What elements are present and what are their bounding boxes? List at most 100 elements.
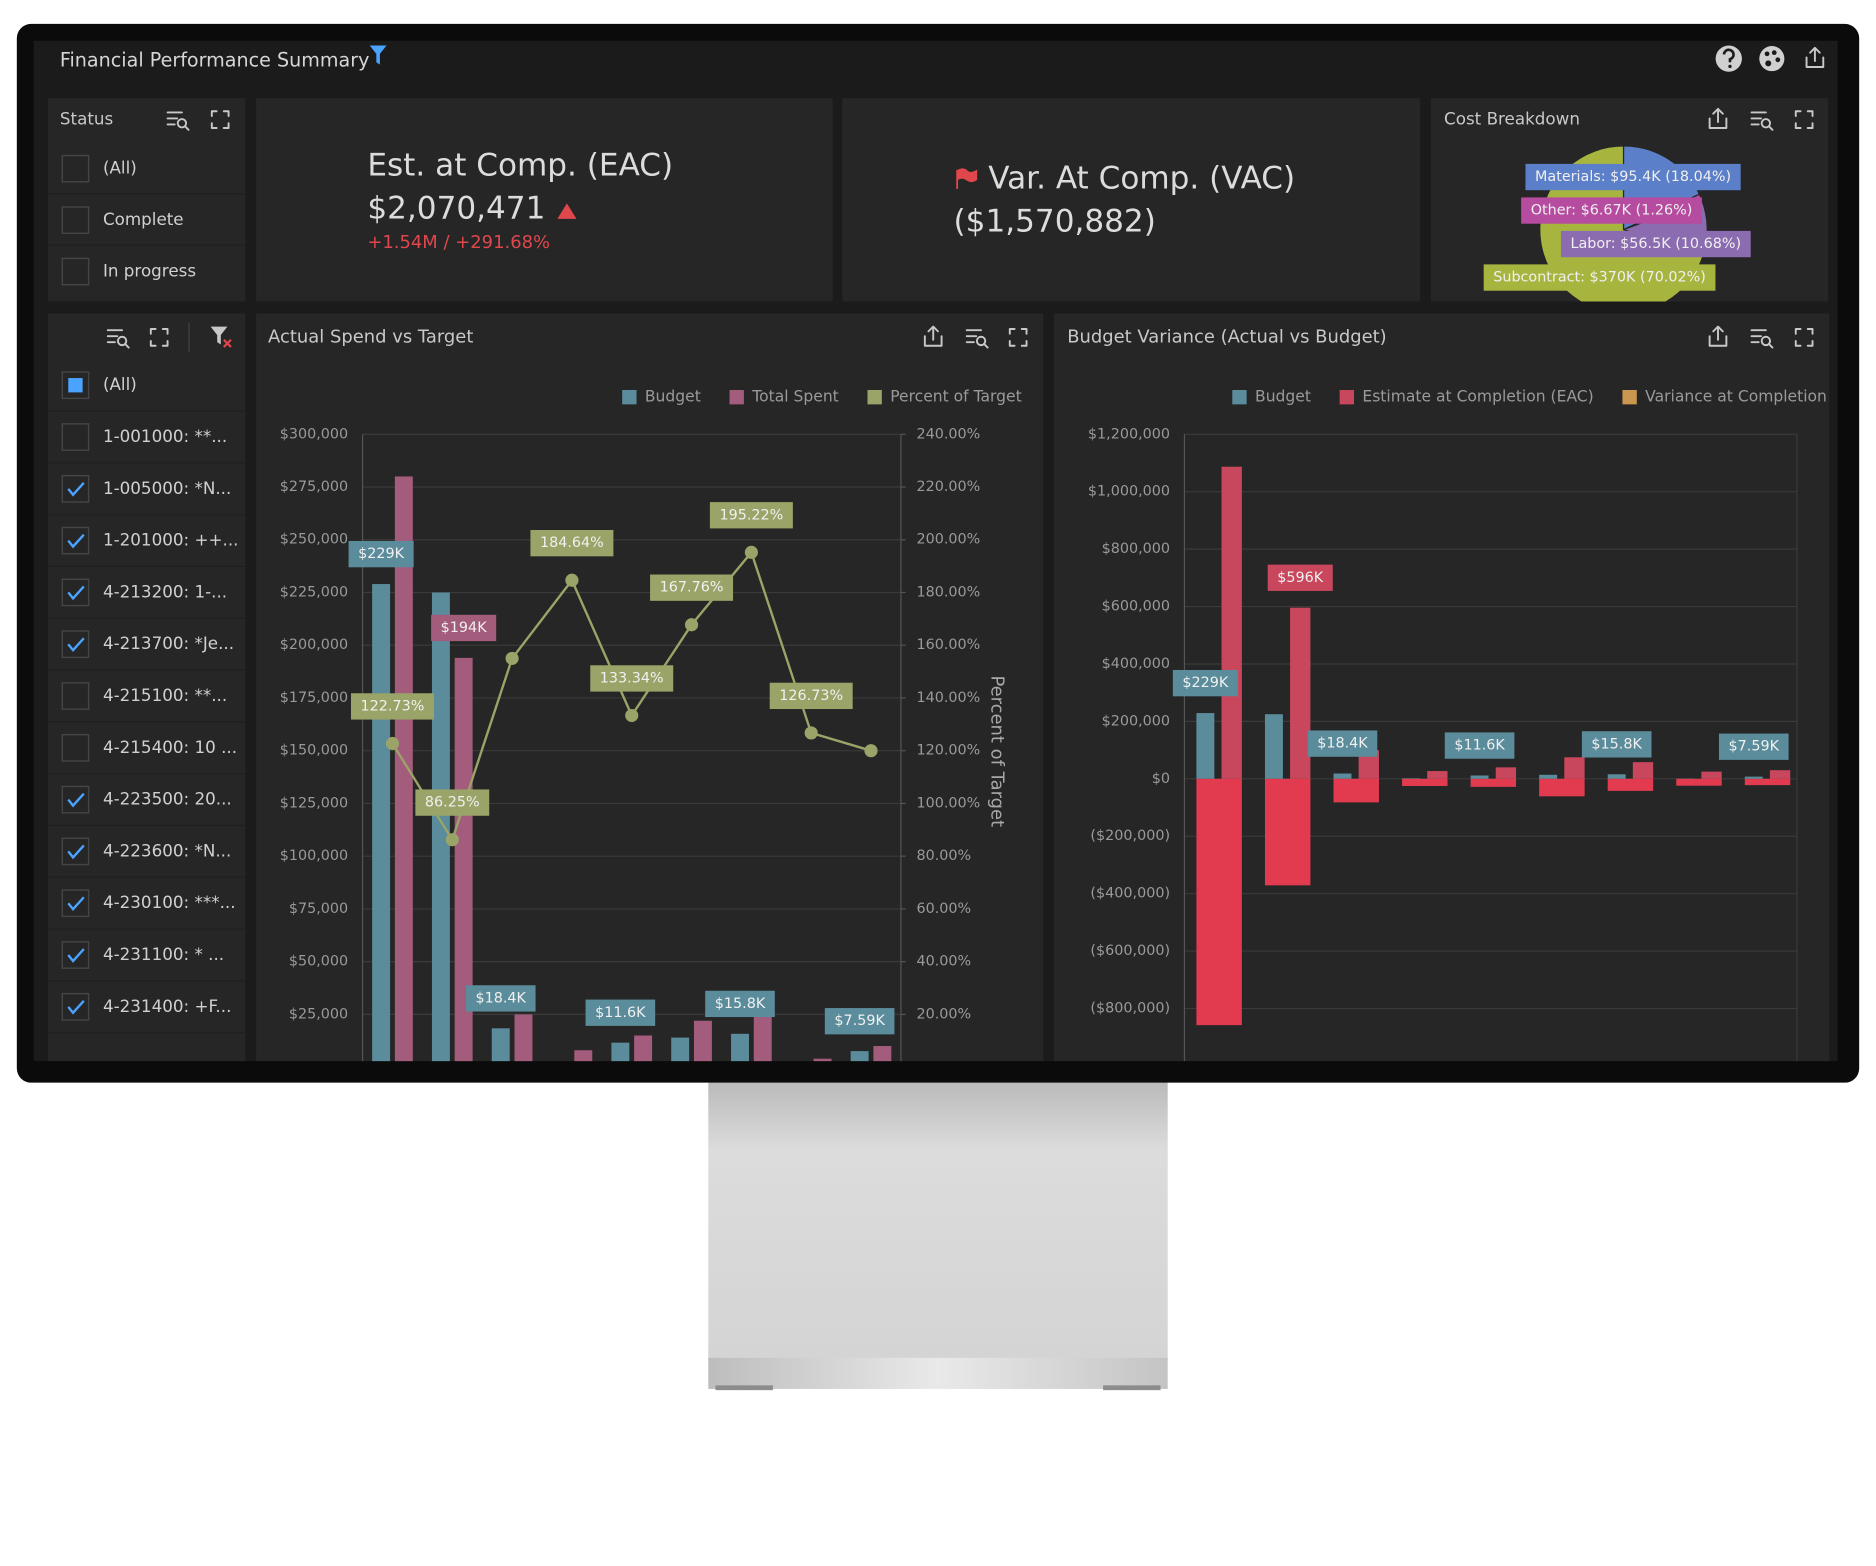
data-label-box [1307,730,1378,757]
legend-swatch[interactable] [1622,390,1637,405]
bar[interactable] [372,584,391,1067]
bar[interactable] [514,1014,533,1067]
bar[interactable] [1196,778,1242,1026]
filter-option[interactable]: 4-215100: **... [103,685,227,705]
bar[interactable] [491,1028,510,1067]
filter-option[interactable]: 1-201000: ++... [103,530,239,550]
bar[interactable] [1264,778,1311,886]
bar[interactable] [1402,778,1421,779]
checkbox[interactable] [61,257,90,286]
bar[interactable] [753,1014,772,1067]
legend-label[interactable]: Budget [1255,388,1311,406]
filter-option[interactable]: 4-213200: 1-... [103,581,227,601]
filter-option[interactable]: In progress [103,261,196,281]
checkbox[interactable] [61,206,90,235]
help-button[interactable] [1715,45,1742,72]
bar[interactable] [1196,713,1215,779]
bar[interactable] [1607,778,1654,791]
line-point[interactable] [864,744,878,758]
bar[interactable] [1427,771,1448,779]
line-point[interactable] [625,708,639,723]
legend-swatch[interactable] [1232,390,1247,405]
filter-option[interactable]: 4-213700: *Je... [103,633,234,653]
bar[interactable] [1333,773,1352,779]
bar[interactable] [394,476,413,1067]
checkbox[interactable] [61,578,90,607]
line-point[interactable] [565,573,579,587]
checkbox[interactable] [61,371,90,400]
legend-swatch[interactable] [622,390,637,405]
bar[interactable] [454,657,473,1067]
line-point[interactable] [684,618,699,632]
checkbox[interactable] [61,837,90,866]
filter-indicator[interactable] [369,45,387,65]
bar[interactable] [693,1020,712,1067]
checkbox[interactable] [61,526,90,555]
bar[interactable] [611,1042,630,1067]
bar[interactable] [1495,767,1517,779]
clear-filter-button[interactable] [210,326,232,348]
bar[interactable] [1470,775,1489,779]
filter-option[interactable]: (All) [103,374,137,394]
line-point[interactable] [445,833,459,847]
checkbox[interactable] [61,889,90,918]
bar[interactable] [1539,778,1585,797]
line-point[interactable] [804,726,818,740]
legend-swatch[interactable] [729,390,744,405]
filter-option[interactable]: 4-223500: 20... [103,789,232,809]
filter-option[interactable]: 4-230100: ***... [103,892,236,912]
bar[interactable] [731,1033,749,1067]
filter-option[interactable]: Complete [103,209,184,229]
filter-option[interactable]: 1-001000: **... [103,426,227,446]
bar[interactable] [634,1035,653,1067]
line-point[interactable] [505,651,519,665]
bar[interactable] [1333,778,1379,803]
checkbox[interactable] [61,423,90,451]
bar[interactable] [873,1046,892,1067]
bar[interactable] [574,1050,593,1067]
legend-label[interactable]: Percent of Target [890,388,1021,406]
legend-label[interactable]: Variance at Completion [1645,388,1827,406]
legend-label[interactable]: Total Spent [751,388,839,406]
legend-label[interactable]: Budget [645,388,701,406]
checkbox[interactable] [61,785,90,814]
bar[interactable] [1744,778,1791,786]
filter-option[interactable]: 4-215400: 10 ... [103,737,237,757]
bar[interactable] [671,1037,690,1068]
bar[interactable] [1470,778,1517,787]
bar[interactable] [431,592,450,1067]
bar[interactable] [1402,778,1448,786]
bar[interactable] [813,1058,832,1067]
bar[interactable] [1539,774,1558,779]
legend-swatch[interactable] [867,390,882,405]
bar[interactable] [1221,466,1242,779]
bar[interactable] [1632,762,1654,779]
checkbox[interactable] [61,154,90,183]
filter-option[interactable]: 1-005000: *N... [103,478,231,498]
legend-swatch[interactable] [1339,390,1355,405]
checkbox[interactable] [61,474,90,503]
theme-button[interactable] [1759,46,1785,72]
bar[interactable] [1744,776,1763,779]
bar[interactable] [1607,774,1626,779]
filter-option[interactable]: 4-223600: *N... [103,840,231,860]
filter-option[interactable]: 4-231400: +F... [103,996,231,1016]
bar[interactable] [1264,714,1283,779]
checkbox[interactable] [61,992,90,1021]
filter-option[interactable]: 4-231100: * ... [103,944,224,964]
filter-option[interactable]: (All) [103,158,137,178]
bar[interactable] [1676,778,1722,786]
bar[interactable] [1701,771,1722,779]
bar[interactable] [1564,757,1585,779]
checkbox[interactable] [61,941,90,969]
line-point[interactable] [744,545,758,559]
bar[interactable] [1769,770,1791,779]
bar[interactable] [1358,750,1379,779]
legend-label[interactable]: Estimate at Completion (EAC) [1362,388,1593,406]
bar[interactable] [1290,607,1311,779]
line-point[interactable] [385,736,400,751]
checkbox[interactable] [61,733,90,762]
checkbox[interactable] [61,630,90,659]
checkbox[interactable] [61,682,90,710]
bar[interactable] [850,1051,869,1067]
